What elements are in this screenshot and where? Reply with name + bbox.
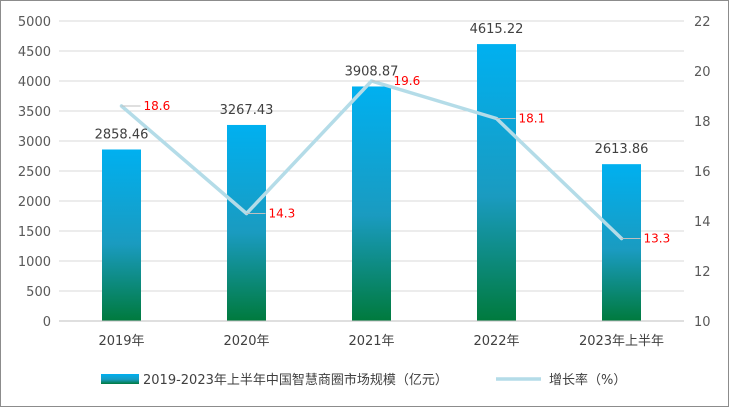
y-left-tick-label: 4500 (18, 45, 51, 60)
x-tick-label: 2020年 (223, 334, 269, 349)
line-value-label: 18.6 (144, 99, 171, 113)
y-left-tick-label: 1500 (18, 225, 51, 240)
bar-value-label: 4615.22 (470, 22, 524, 37)
y-left-tick-label: 3500 (18, 105, 51, 120)
y-right-tick-label: 12 (694, 265, 711, 280)
y-right-tick-label: 10 (694, 315, 711, 330)
y-left-tick-label: 2500 (18, 165, 51, 180)
y-right-tick-label: 18 (694, 115, 711, 130)
bar-value-label: 2858.46 (95, 127, 149, 142)
legend-bar-label: 2019-2023年上半年中国智慧商圈市场规模（亿元） (143, 372, 448, 388)
bar-value-label: 3267.43 (220, 103, 274, 118)
y-right-tick-label: 16 (694, 165, 711, 180)
bar-value-label: 3908.87 (345, 64, 399, 79)
line-value-label: 19.6 (394, 74, 421, 88)
bar (102, 149, 141, 321)
bar (352, 86, 391, 321)
axes: 0 500 1000 1500 2000 2500 3000 3500 4000 4500 5000… (18, 15, 711, 349)
y-left-tick-label: 500 (26, 285, 51, 300)
line-value-label: 18.1 (519, 112, 546, 126)
x-tick-label: 2019年 (98, 334, 144, 349)
y-left-tick-label: 3000 (18, 135, 51, 150)
line-value-label: 13.3 (644, 232, 671, 246)
legend-bar-swatch (101, 374, 139, 384)
data-labels: 2858.46 3267.43 3908.87 4615.22 2613.86 18.6 1… (95, 22, 671, 245)
legend: 2019-2023年上半年中国智慧商圈市场规模（亿元） 增长率（%） (101, 372, 626, 388)
y-left-tick-label: 2000 (18, 195, 51, 210)
x-tick-label: 2023年上半年 (579, 334, 664, 349)
bar-series (102, 44, 641, 322)
x-tick-label: 2021年 (348, 334, 394, 349)
y-left-tick-label: 0 (43, 315, 51, 330)
bar (477, 44, 516, 322)
bar (602, 164, 641, 321)
y-left-tick-label: 5000 (18, 15, 51, 30)
line-value-label: 14.3 (269, 207, 296, 221)
bar-value-label: 2613.86 (595, 142, 649, 157)
bar (227, 124, 266, 322)
legend-line-label: 增长率（%） (549, 372, 626, 388)
y-right-tick-label: 22 (694, 15, 711, 30)
x-tick-label: 2022年 (473, 334, 519, 349)
y-right-tick-label: 14 (694, 215, 711, 230)
y-left-tick-label: 1000 (18, 255, 51, 270)
y-left-tick-label: 4000 (18, 75, 51, 90)
y-right-tick-label: 20 (694, 65, 711, 80)
